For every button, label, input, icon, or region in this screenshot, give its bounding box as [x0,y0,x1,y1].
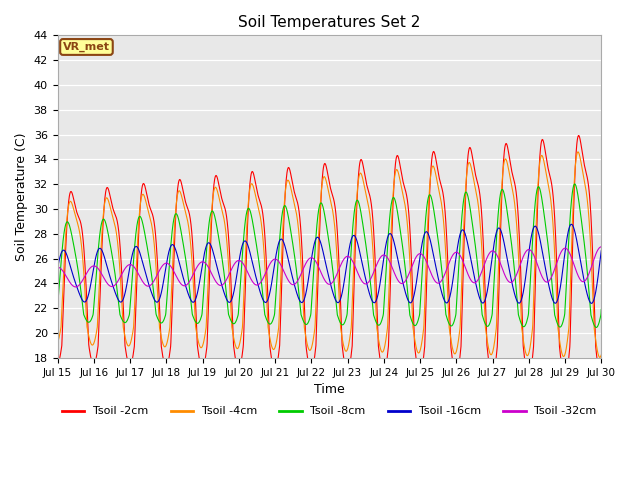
Y-axis label: Soil Temperature (C): Soil Temperature (C) [15,132,28,261]
Title: Soil Temperatures Set 2: Soil Temperatures Set 2 [238,15,420,30]
Legend: Tsoil -2cm, Tsoil -4cm, Tsoil -8cm, Tsoil -16cm, Tsoil -32cm: Tsoil -2cm, Tsoil -4cm, Tsoil -8cm, Tsoi… [58,402,601,421]
Text: VR_met: VR_met [63,42,110,52]
X-axis label: Time: Time [314,383,345,396]
